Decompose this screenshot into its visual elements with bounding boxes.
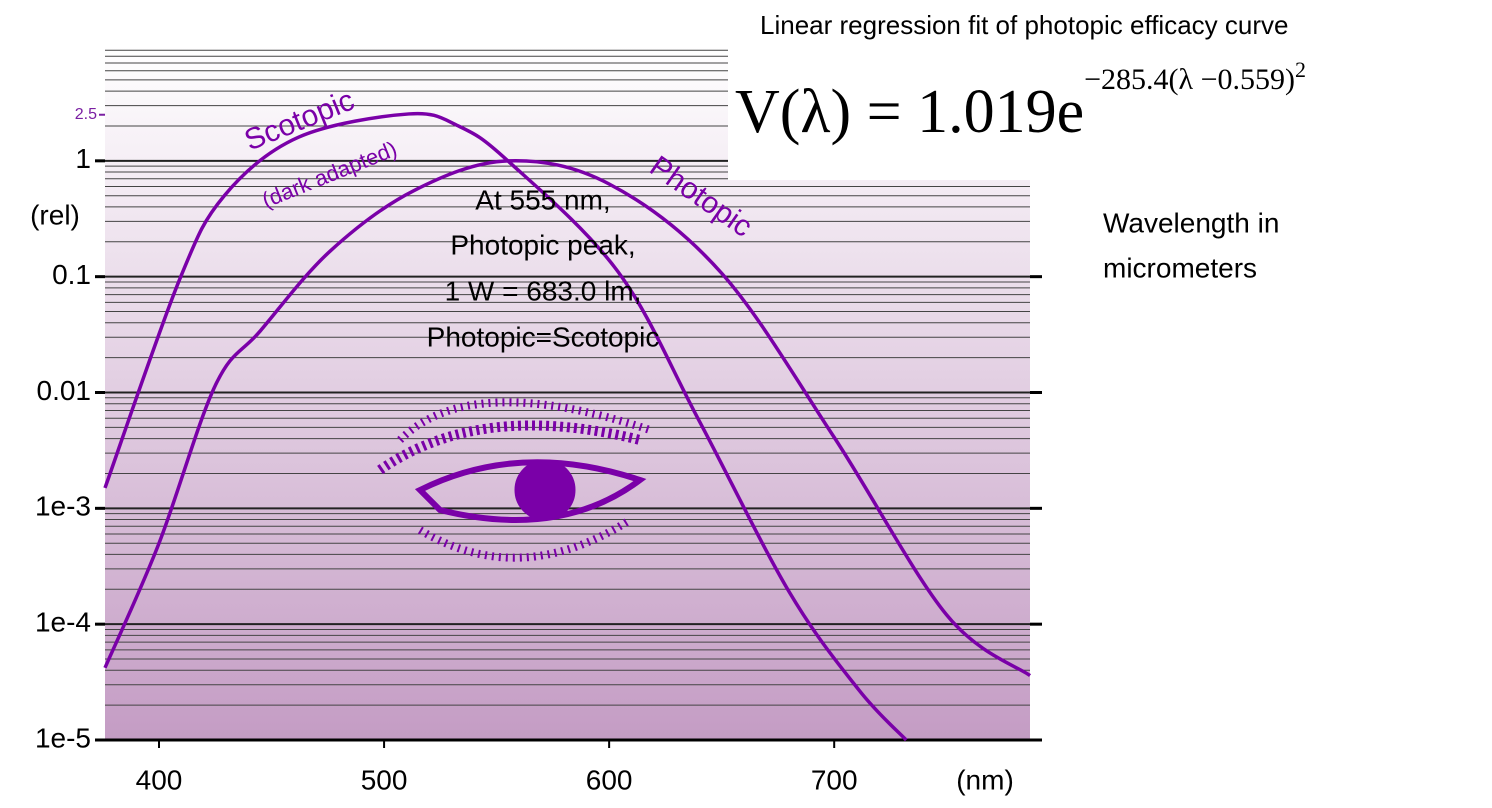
y-tick-label: 1e-4 bbox=[35, 607, 91, 638]
formula-power: 2 bbox=[1295, 57, 1306, 82]
formula-base: V(λ) = 1.019e bbox=[735, 78, 1084, 146]
formula-title: Linear regression fit of photopic effica… bbox=[760, 10, 1288, 40]
chart: 1 0.1 0.01 1e-3 1e-4 1e-5 2.5 400 500 600 700 (nm) (… bbox=[0, 0, 1492, 808]
page: {"chart_data": { "type": "line", "yscale… bbox=[0, 0, 1492, 808]
note: Wavelength in bbox=[1103, 207, 1279, 238]
marker-tick-label: 2.5 bbox=[75, 106, 97, 123]
y-tick-label: 0.01 bbox=[37, 375, 92, 406]
x-axis-label: (nm) bbox=[956, 764, 1014, 795]
y-tick-label: 1e-3 bbox=[35, 491, 91, 522]
formula-exponent: −285.4(λ −0.559) bbox=[1084, 63, 1295, 96]
annotation: At 555 nm, bbox=[475, 184, 610, 215]
x-tick-label: 500 bbox=[361, 764, 408, 795]
x-tick-label: 400 bbox=[136, 764, 183, 795]
x-tick-label: 600 bbox=[586, 764, 633, 795]
annotation: Photopic peak, bbox=[450, 229, 635, 260]
annotation: 1 W = 683.0 lm, bbox=[445, 275, 642, 306]
note: micrometers bbox=[1103, 252, 1257, 283]
y-tick-label: 1 bbox=[75, 143, 91, 174]
y-tick-label: 1e-5 bbox=[35, 722, 91, 753]
x-tick-label: 700 bbox=[811, 764, 858, 795]
y-tick-label: 0.1 bbox=[52, 259, 91, 290]
y-axis-label: (rel) bbox=[30, 199, 80, 230]
eye-iris bbox=[515, 460, 575, 520]
annotation: Photopic=Scotopic bbox=[427, 321, 660, 352]
